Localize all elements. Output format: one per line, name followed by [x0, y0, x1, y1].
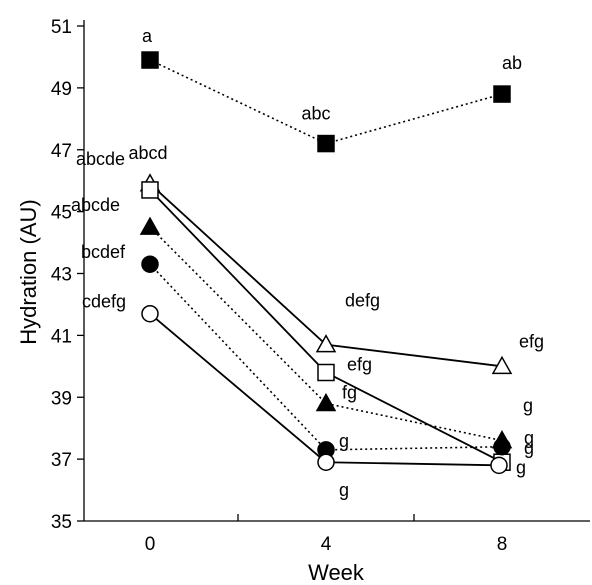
marker-circle: [141, 255, 159, 273]
y-tick-label: 51: [51, 17, 72, 38]
significance-letter: g: [524, 438, 534, 458]
significance-letter: g: [339, 480, 349, 500]
marker-circle: [317, 453, 335, 471]
series-markers: [139, 51, 513, 475]
y-tick-label: 43: [51, 265, 72, 286]
significance-letters: aabcababcdedefgefgabcdefggabcdefggbcdefg…: [71, 26, 544, 500]
significance-letter: abcde: [71, 195, 120, 215]
y-tick-label: 35: [51, 512, 72, 533]
series-line: [149, 263, 503, 451]
marker-square: [141, 51, 159, 69]
marker-triangle: [139, 216, 161, 235]
significance-letter: efg: [519, 331, 544, 351]
marker-triangle: [315, 334, 337, 353]
marker-circle: [141, 304, 159, 323]
marker-square: [317, 134, 335, 153]
significance-letter: abc: [301, 104, 330, 124]
significance-letter: a: [142, 26, 153, 46]
y-tick-label: 47: [51, 141, 72, 162]
marker-square: [141, 181, 159, 199]
significance-letter: defg: [345, 291, 380, 311]
series-line: [149, 59, 503, 145]
significance-letter: ab: [502, 53, 522, 73]
significance-letter: g: [523, 396, 533, 416]
significance-letter: bcdef: [81, 242, 126, 262]
significance-letter: abcd: [128, 143, 167, 163]
y-tick-label: 45: [51, 203, 72, 224]
y-tick-label: 37: [51, 450, 72, 471]
marker-circle: [490, 456, 508, 475]
y-tick-label: 49: [51, 79, 72, 100]
y-axis-title: Hydration (AU): [16, 199, 41, 344]
x-tick-label: 0: [145, 534, 156, 555]
significance-letter: g: [524, 428, 534, 448]
significance-letter: abcde: [76, 149, 125, 169]
series-line: [149, 189, 503, 464]
y-tick-label: 39: [51, 388, 72, 409]
marker-triangle: [491, 355, 513, 375]
significance-letter: efg: [347, 355, 372, 375]
x-ticks: 0 4 8: [145, 514, 508, 555]
significance-letter: fg: [342, 382, 357, 402]
significance-letter: cdefg: [82, 292, 126, 312]
x-tick-label: 8: [497, 534, 508, 555]
axes: [83, 20, 590, 522]
marker-square: [493, 85, 511, 103]
marker-triangle: [315, 392, 337, 412]
x-axis-title: Week: [308, 560, 365, 585]
significance-letter: g: [339, 431, 349, 451]
marker-circle: [493, 438, 511, 456]
significance-letter: g: [516, 457, 526, 477]
marker-square: [317, 363, 335, 382]
y-ticks: 35 37 39 41 43 45 47 49 51: [51, 17, 84, 533]
y-tick-label: 41: [51, 326, 72, 347]
x-tick-label: 4: [321, 534, 332, 555]
